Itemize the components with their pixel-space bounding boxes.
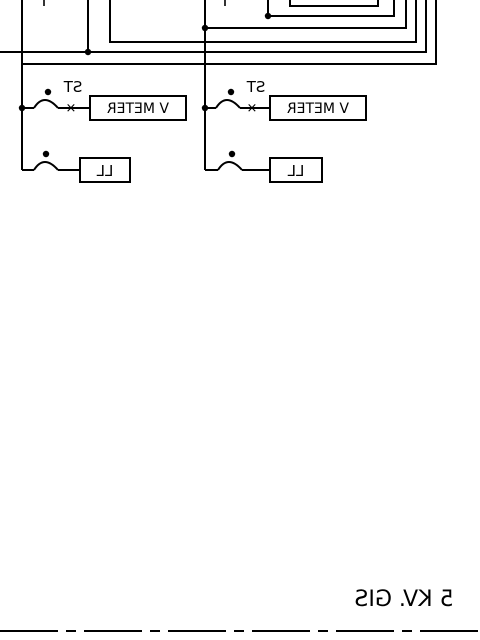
cross-mark: ×: [247, 101, 258, 116]
ll-box: [79, 157, 131, 183]
v-meter-box: [89, 95, 187, 121]
ll-label: LL: [287, 162, 304, 180]
lamp-arc-symbol: [33, 161, 59, 171]
v-meter-box: [269, 95, 367, 121]
loop-wire-4: [205, 0, 407, 29]
footer-title-block: 5 KV. GIS: [0, 587, 480, 632]
loop-wire-5: [267, 0, 395, 17]
loop-wire-3: [109, 0, 417, 43]
junction-dot: [264, 12, 272, 20]
lamp-arc-symbol: [217, 161, 243, 171]
meter-tag-label: ST: [246, 78, 266, 96]
lamp-contact-dot: [42, 150, 50, 158]
fuse-arc-symbol: [215, 99, 241, 109]
v-meter-label: V METER: [287, 101, 349, 117]
fuse-contact-dot: [227, 88, 235, 96]
meter-circuit-b: ST × V METER: [201, 78, 367, 121]
cross-mark: ×: [66, 101, 77, 116]
lamp-circuit-b: LL: [205, 150, 323, 183]
footer-title: 5 KV. GIS: [354, 587, 453, 612]
v-meter-label: V METER: [107, 101, 169, 117]
loop-wire-6: [289, 0, 379, 7]
junction-dot: [201, 24, 209, 32]
meter-tag-label: ST: [63, 78, 83, 96]
ll-box: [269, 157, 323, 183]
outer-loop-wire: [22, 0, 437, 65]
lamp-contact-dot: [228, 150, 236, 158]
fuse-arc-symbol: [33, 99, 59, 109]
meter-circuit-a: ST × V METER: [18, 78, 187, 121]
lamp-circuit-a: LL: [22, 150, 131, 183]
ll-label: LL: [96, 162, 113, 180]
wiring-bundle: [0, 0, 437, 170]
fuse-contact-dot: [44, 88, 52, 96]
loop-wire-2: [88, 0, 427, 53]
